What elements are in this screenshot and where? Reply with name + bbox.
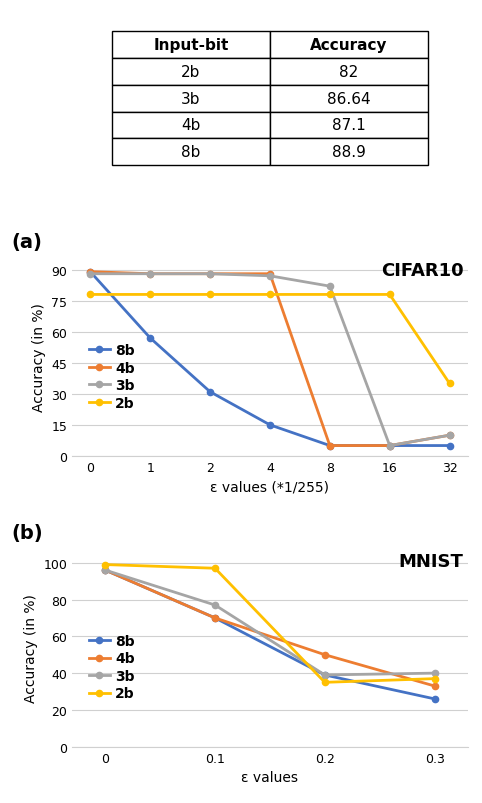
4b: [102, 565, 108, 575]
2b: [327, 290, 333, 300]
8b: [322, 671, 328, 680]
Y-axis label: Accuracy (in %): Accuracy (in %): [24, 593, 38, 702]
4b: [267, 270, 273, 279]
3b: [87, 270, 93, 279]
8b: [87, 267, 93, 277]
Text: CIFAR10: CIFAR10: [381, 262, 464, 279]
8b: [147, 334, 153, 344]
4b: [322, 650, 328, 660]
Text: (a): (a): [11, 233, 42, 252]
2b: [87, 290, 93, 300]
3b: [327, 282, 333, 291]
2b: [447, 379, 453, 389]
Legend: 8b, 4b, 3b, 2b: 8b, 4b, 3b, 2b: [83, 629, 140, 706]
2b: [207, 290, 213, 300]
2b: [432, 674, 438, 683]
X-axis label: ε values: ε values: [241, 770, 298, 785]
3b: [147, 270, 153, 279]
2b: [212, 564, 218, 573]
Line: 8b: 8b: [87, 269, 453, 449]
8b: [447, 441, 453, 450]
Legend: 8b, 4b, 3b, 2b: 8b, 4b, 3b, 2b: [83, 338, 140, 416]
4b: [87, 267, 93, 277]
3b: [387, 441, 392, 450]
3b: [432, 668, 438, 678]
Line: 3b: 3b: [87, 271, 453, 449]
8b: [212, 613, 218, 623]
8b: [432, 694, 438, 703]
X-axis label: ε values (*1/255): ε values (*1/255): [211, 479, 329, 494]
8b: [102, 565, 108, 575]
Line: 8b: 8b: [102, 567, 438, 702]
Text: (b): (b): [11, 524, 43, 542]
4b: [212, 613, 218, 623]
2b: [267, 290, 273, 300]
4b: [447, 431, 453, 441]
2b: [102, 560, 108, 569]
Line: 4b: 4b: [87, 269, 453, 449]
4b: [387, 441, 392, 450]
3b: [447, 431, 453, 441]
Line: 2b: 2b: [87, 292, 453, 387]
3b: [267, 271, 273, 281]
2b: [322, 678, 328, 687]
3b: [322, 671, 328, 680]
Line: 4b: 4b: [102, 567, 438, 689]
Text: MNIST: MNIST: [399, 552, 464, 570]
2b: [387, 290, 392, 300]
Line: 2b: 2b: [102, 562, 438, 686]
4b: [432, 681, 438, 691]
4b: [147, 270, 153, 279]
Line: 3b: 3b: [102, 567, 438, 679]
2b: [147, 290, 153, 300]
4b: [327, 441, 333, 450]
4b: [207, 270, 213, 279]
8b: [327, 441, 333, 450]
3b: [207, 270, 213, 279]
8b: [387, 441, 392, 450]
8b: [207, 387, 213, 397]
8b: [267, 421, 273, 430]
3b: [102, 565, 108, 575]
3b: [212, 601, 218, 610]
Y-axis label: Accuracy (in %): Accuracy (in %): [32, 303, 46, 411]
